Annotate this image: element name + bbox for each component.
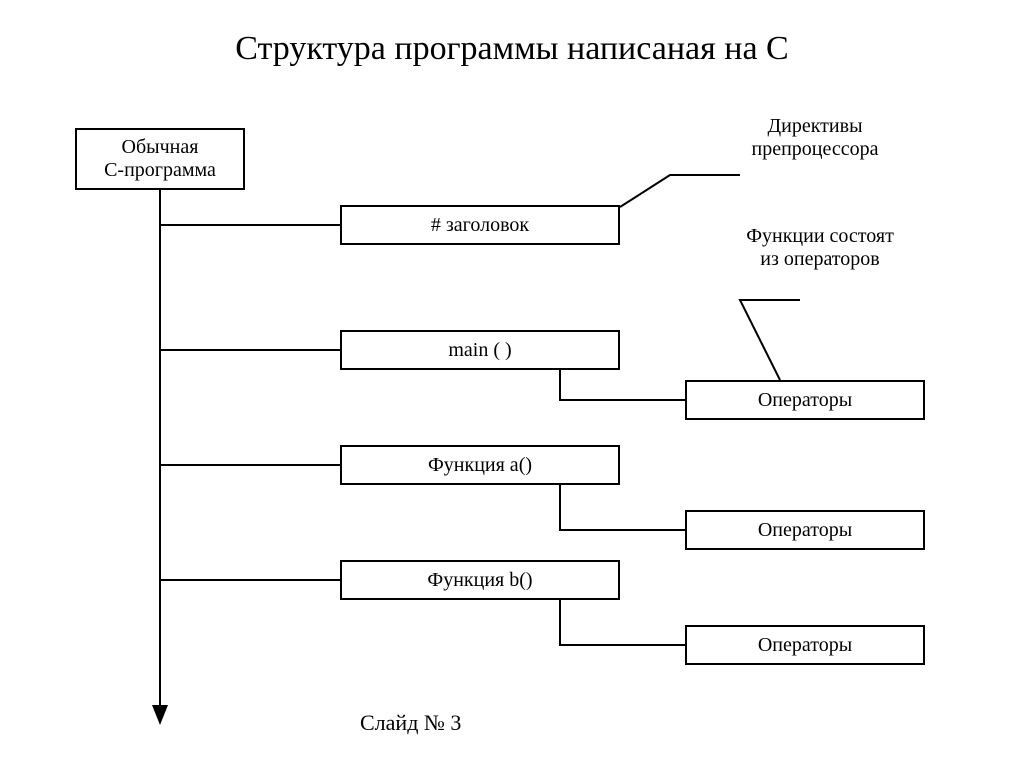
box-header-label: # заголовок [431,214,529,237]
label-ops-hint-text: Функции состоятиз операторов [746,225,894,270]
box-ops2-label: Операторы [758,519,852,542]
box-function-a: Функция a() [340,445,620,485]
box-operators-2: Операторы [685,510,925,550]
box-function-b: Функция b() [340,560,620,600]
slide-canvas: Структура программы написаная на С Обычн… [0,0,1024,768]
box-ops1-label: Операторы [758,389,852,412]
box-operators-1: Операторы [685,380,925,420]
box-main: main ( ) [340,330,620,370]
box-root-label: ОбычнаяС-программа [104,136,216,182]
box-funcA-label: Функция a() [428,454,532,477]
slide-title: Структура программы написаная на С [0,30,1024,68]
slide-number: Слайд № 3 [360,710,461,736]
box-main-label: main ( ) [448,339,511,362]
label-preproc-text: Директивыпрепроцессора [752,115,879,160]
label-functions-consist-of-operators: Функции состоятиз операторов [690,225,950,271]
box-ops3-label: Операторы [758,634,852,657]
box-root-program: ОбычнаяС-программа [75,128,245,190]
label-preprocessor-directives: Директивыпрепроцессора [700,115,930,161]
box-operators-3: Операторы [685,625,925,665]
box-funcB-label: Функция b() [427,569,532,592]
box-header: # заголовок [340,205,620,245]
